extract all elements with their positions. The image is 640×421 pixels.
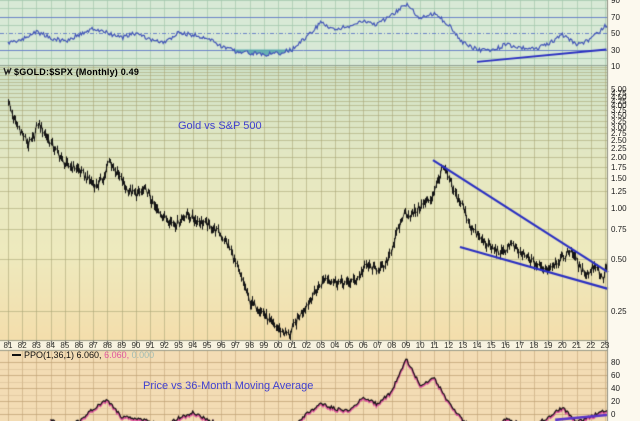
stockchart-image: $GOLD:$SPX (Monthly) 0.49 Gold vs S&P 50… bbox=[0, 0, 640, 421]
chart-canvas bbox=[0, 0, 640, 421]
